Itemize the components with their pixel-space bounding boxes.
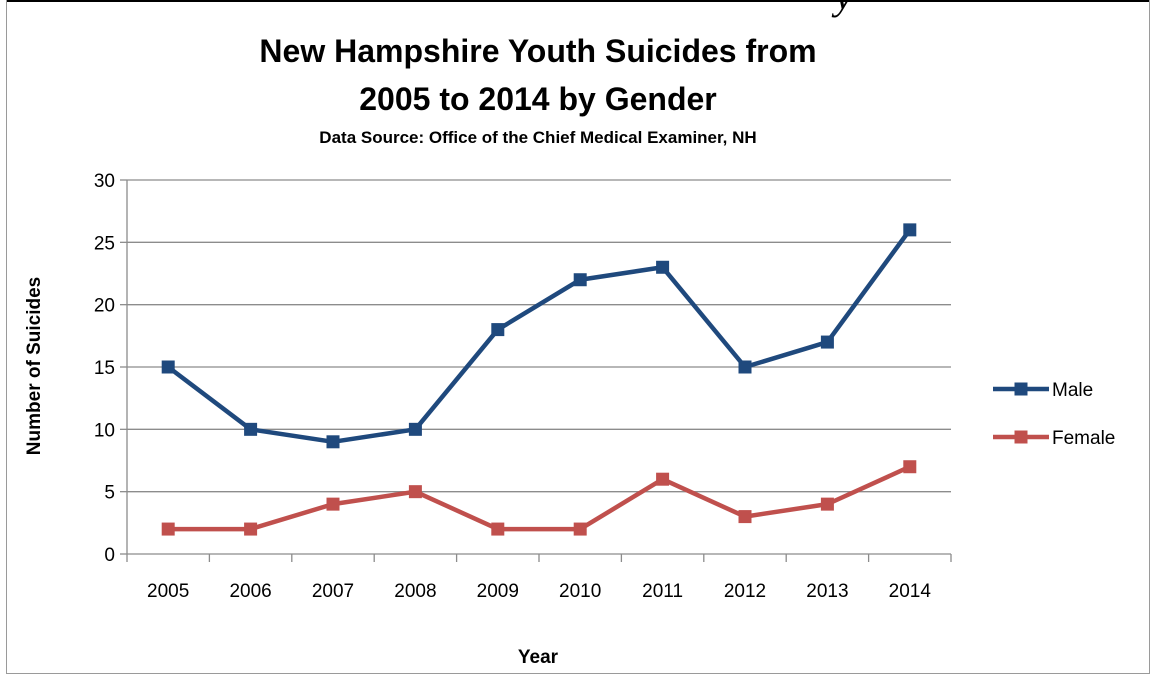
x-tick-label: 2011 — [642, 581, 683, 602]
legend-label-male: Male — [1052, 380, 1093, 401]
x-tick-label: 2012 — [724, 581, 766, 602]
data-point-female — [244, 522, 258, 536]
data-point-female — [656, 472, 670, 486]
data-point-female — [161, 522, 175, 536]
series-line-female — [168, 464, 911, 532]
series-line-male — [166, 228, 912, 445]
data-point-male — [161, 360, 175, 374]
x-tick-label: 2006 — [229, 581, 271, 602]
x-tick-label: 2013 — [806, 581, 848, 602]
x-tick-label: 2008 — [394, 581, 436, 602]
data-point-male — [820, 335, 834, 349]
y-axis-label: Number of Suicides — [24, 277, 45, 455]
data-point-female — [326, 497, 340, 511]
y-tick-label: 30 — [94, 171, 115, 192]
y-tick-label: 20 — [94, 296, 115, 317]
x-axis-label: Year — [518, 647, 559, 668]
legend: Male Female — [993, 380, 1115, 449]
chart-title-line2: 2005 to 2014 by Gender — [359, 81, 717, 117]
data-point-male — [491, 323, 505, 337]
x-tick-label: 2005 — [147, 581, 189, 602]
legend-label-female: Female — [1052, 428, 1115, 449]
data-point-female — [491, 522, 505, 536]
x-tick-label: 2009 — [477, 581, 519, 602]
data-point-male — [408, 422, 422, 436]
legend-marker-female — [1014, 430, 1028, 444]
data-point-male — [326, 435, 340, 449]
data-point-female — [820, 497, 834, 511]
data-point-male — [903, 223, 917, 237]
data-point-female — [738, 510, 752, 524]
axes — [120, 179, 952, 562]
legend-marker-male — [1014, 382, 1028, 396]
x-tick-label: 2010 — [559, 581, 601, 602]
data-point-female — [408, 485, 422, 499]
data-point-female — [573, 522, 587, 536]
series-group — [161, 223, 917, 536]
y-tick-label: 25 — [94, 233, 115, 254]
header-fragment: y — [835, 0, 853, 19]
x-tick-label: 2007 — [312, 581, 354, 602]
y-tick-label: 5 — [104, 483, 115, 504]
x-tick-label: 2014 — [889, 581, 932, 602]
top-rule — [6, 0, 1150, 2]
y-tick-labels: 0 5 10 15 20 25 30 — [94, 171, 115, 566]
chart-title-line1: New Hampshire Youth Suicides from — [259, 33, 816, 69]
y-tick-label: 10 — [94, 420, 115, 441]
chart-subtitle: Data Source: Office of the Chief Medical… — [319, 128, 756, 147]
data-point-male — [738, 360, 752, 374]
chart-frame — [6, 0, 1150, 674]
data-point-female — [903, 460, 917, 474]
data-point-male — [244, 422, 258, 436]
data-point-male — [573, 273, 587, 287]
y-tick-label: 15 — [94, 358, 115, 379]
data-point-male — [656, 260, 670, 274]
y-tick-label: 0 — [104, 545, 115, 566]
x-tick-labels: 2005 2006 2007 2008 2009 2010 2011 2012 2013 2014 — [147, 581, 931, 602]
